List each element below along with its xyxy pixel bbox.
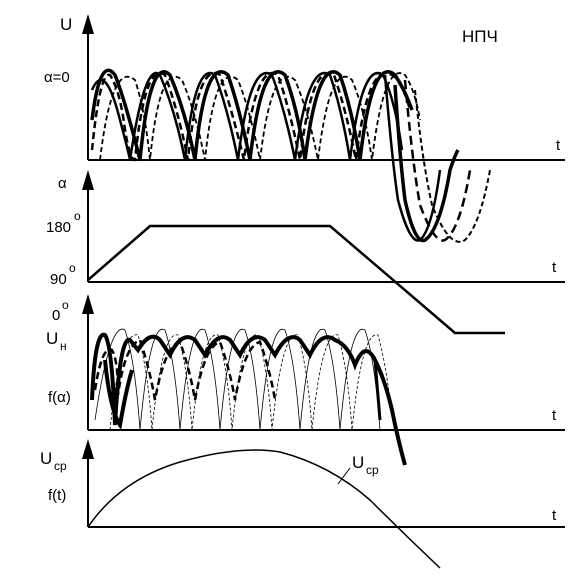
ucp-curve-subscript: ср xyxy=(366,463,379,477)
title-npch: НПЧ xyxy=(462,27,498,46)
panel-average-voltage: U ср f(t) t U ср xyxy=(40,439,565,569)
load-drop xyxy=(373,359,382,421)
ucp-curve-label: U xyxy=(352,453,364,472)
panel4-ft-label: f(t) xyxy=(48,487,66,504)
tick-180-degree: o xyxy=(74,209,81,223)
phase-d-thin-dashed xyxy=(99,72,421,161)
panel1-y-label: U xyxy=(60,15,72,34)
tick-0-degree: o xyxy=(62,298,69,312)
panel1-t-label: t xyxy=(556,137,561,154)
tick-180-label: 180 xyxy=(46,219,71,236)
tail-dashed xyxy=(403,79,472,242)
tail-thick xyxy=(393,84,460,243)
alpha-curve xyxy=(87,224,505,335)
panel3-y-arrow xyxy=(82,294,94,314)
load-dashed xyxy=(93,338,277,401)
ucp-curve xyxy=(87,449,441,569)
panel1-y-arrow xyxy=(82,14,94,34)
phase-c-dashed xyxy=(90,71,412,162)
panel3-t-label: t xyxy=(552,407,557,424)
load-envelope-thick xyxy=(90,332,407,466)
ucp-leader xyxy=(337,467,351,485)
panel-voltage-phases: U α=0 t xyxy=(44,14,565,243)
tick-0-label: 0 xyxy=(52,307,60,324)
phase-a-thick xyxy=(90,68,414,161)
panel2-y-label: α xyxy=(58,175,67,192)
panel2-t-label: t xyxy=(552,259,557,276)
panel-alpha: α 180 o 90 o 0 o t xyxy=(46,170,565,335)
load-envelope-start xyxy=(103,359,134,431)
thin-arcs-a xyxy=(94,328,381,431)
panel3-falpha-label: f(α) xyxy=(48,389,71,406)
tail-thin-dashed xyxy=(414,89,491,243)
panel4-y-arrow xyxy=(82,439,94,459)
panel4-y-label: U xyxy=(40,449,52,468)
phase-b-medium xyxy=(90,71,404,161)
panel3-y-label: U xyxy=(46,329,58,348)
panel4-t-label: t xyxy=(552,507,557,524)
panel-load-voltage: U н f(α) t xyxy=(46,294,565,466)
tick-90-degree: o xyxy=(69,261,76,275)
panel3-y-subscript: н xyxy=(60,339,67,353)
panel2-y-arrow xyxy=(82,170,94,190)
panel1-alpha-label: α=0 xyxy=(44,69,70,86)
tail-medium xyxy=(383,74,442,242)
tick-90-label: 90 xyxy=(50,271,67,288)
panel4-y-subscript: ср xyxy=(54,459,67,473)
